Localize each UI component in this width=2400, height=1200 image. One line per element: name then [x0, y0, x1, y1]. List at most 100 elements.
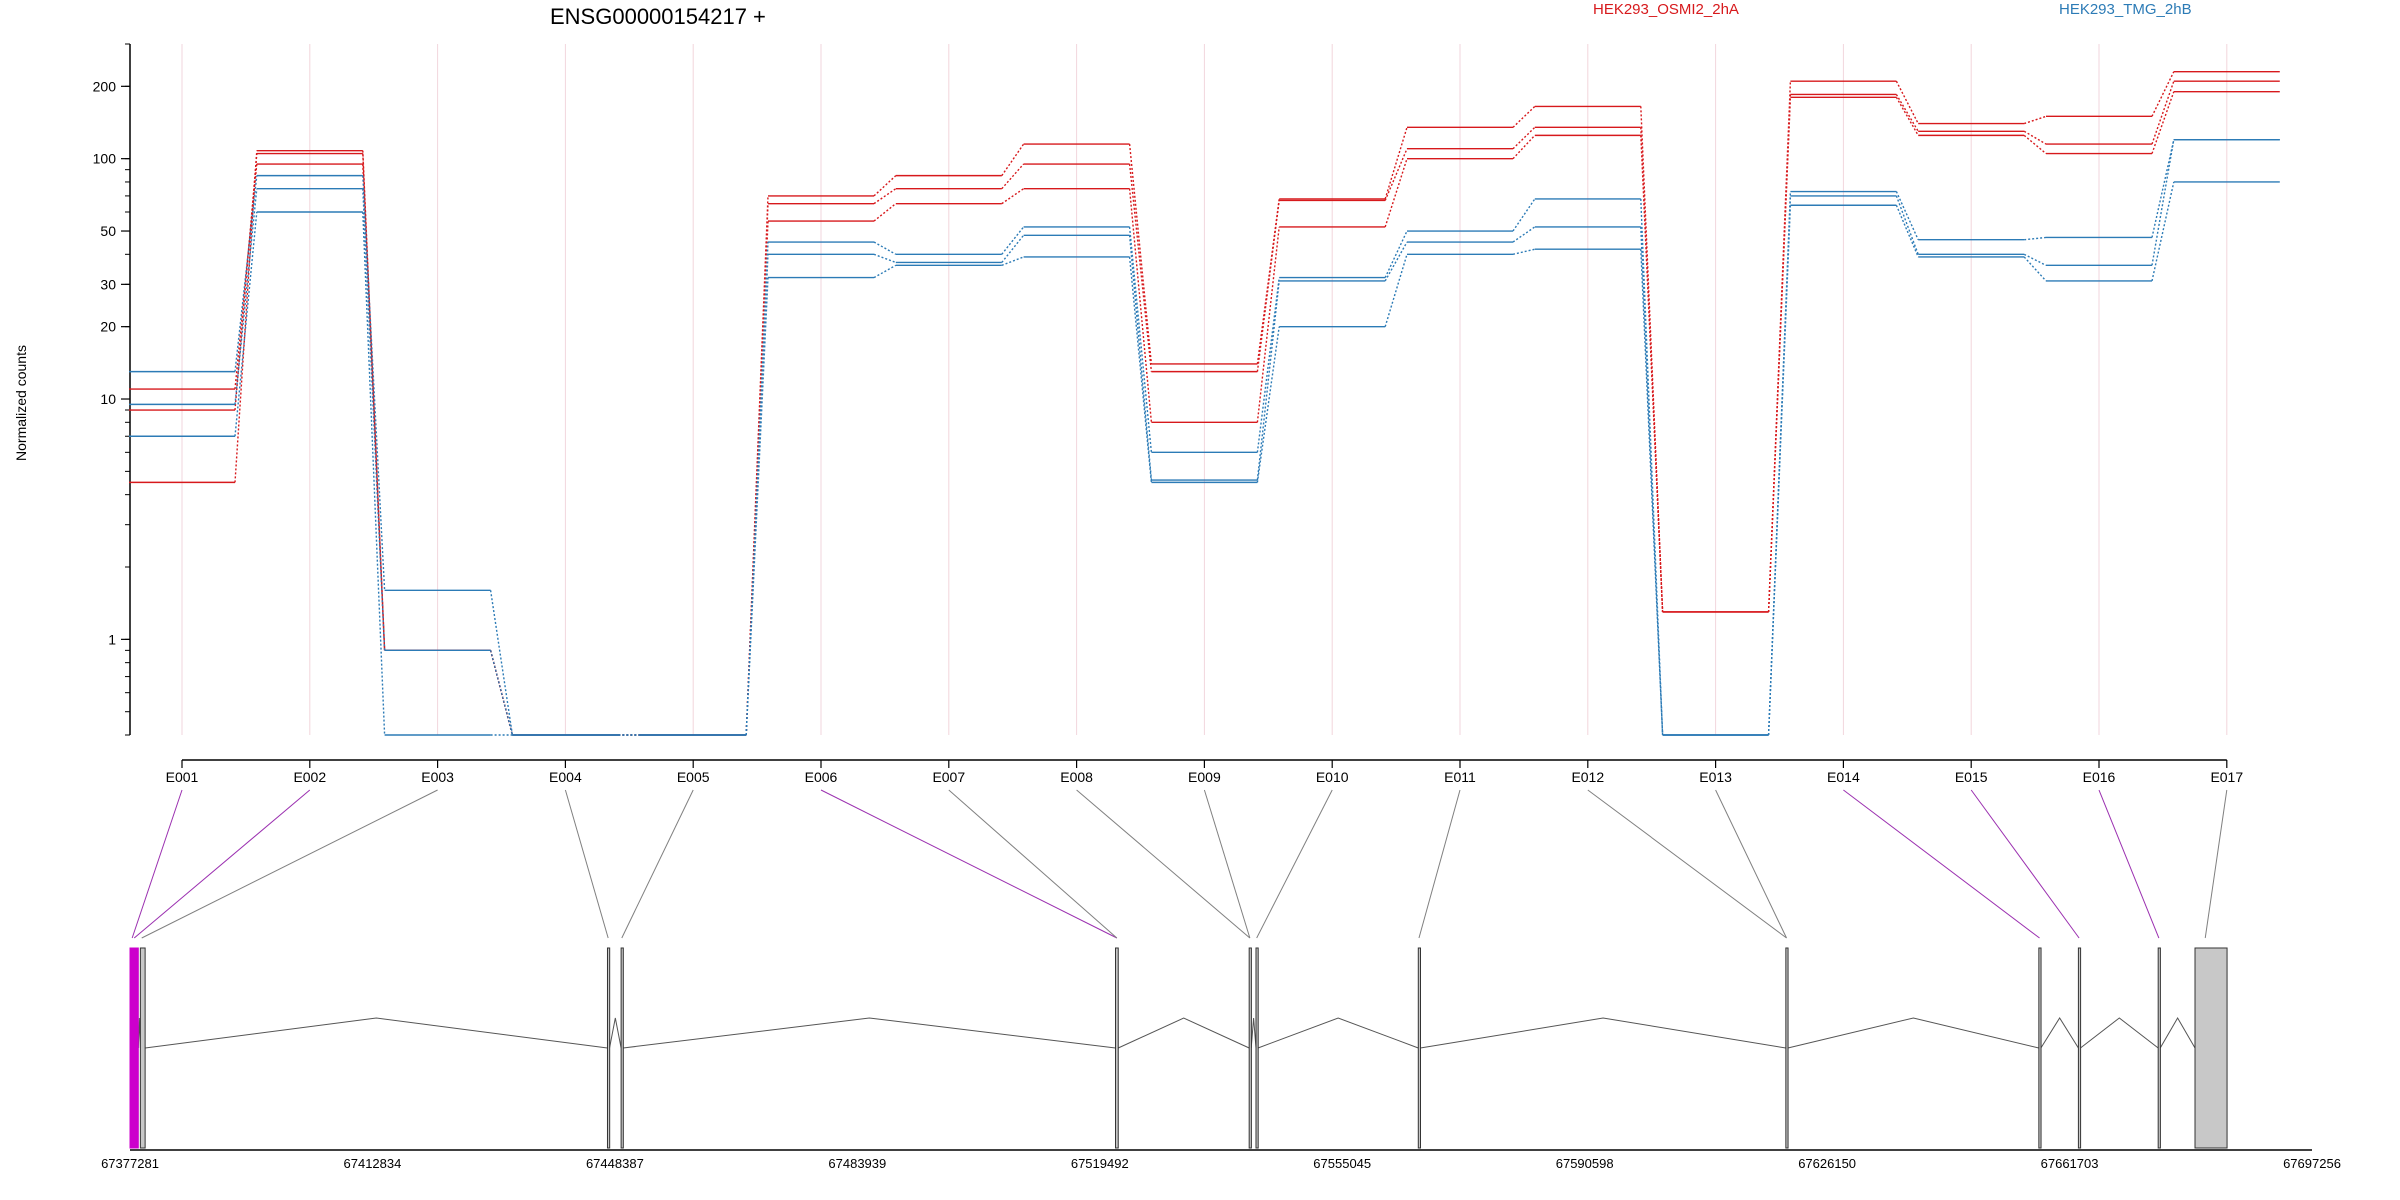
x-tick-label: E017: [2210, 769, 2243, 785]
y-axis-label: Normalized counts: [13, 345, 29, 461]
legend-entry-tmg: HEK293_TMG_2hB: [2059, 1, 2192, 18]
genomic-tick-label: 67448387: [586, 1156, 644, 1171]
exon-box: [1417, 947, 1421, 1149]
x-tick-label: E001: [166, 769, 199, 785]
exon-connector: [1384, 230, 1408, 278]
genomic-tick-label: 67555045: [1313, 1156, 1371, 1171]
y-tick-label: 10: [100, 391, 116, 407]
x-tick-label: E004: [549, 769, 582, 785]
exon-connector: [1128, 163, 1153, 372]
exon-connector: [1001, 234, 1025, 263]
exon-connector: [1128, 235, 1153, 481]
x-tick-label: E002: [293, 769, 326, 785]
exon-connector: [1384, 148, 1408, 201]
x-axis: E001 E002 E003 E004 E005 E006 E007 E008 E009 E010…: [166, 759, 2243, 785]
chart-title: ENSG00000154217 +: [550, 4, 766, 29]
exon-link: [1418, 789, 1461, 939]
exon-connector: [1895, 204, 1919, 258]
x-tick-label: E015: [1955, 769, 1988, 785]
genomic-tick-label: 67590598: [1556, 1156, 1614, 1171]
exon-box: [2194, 947, 2228, 1149]
intron-line: [1257, 1017, 1419, 1049]
exon-connector: [873, 203, 897, 222]
exon-connector: [873, 241, 897, 255]
exon-connector: [1001, 143, 1025, 177]
exon-connector: [873, 188, 897, 205]
exon-box: [139, 947, 146, 1149]
exon-connector: [2023, 134, 2047, 155]
exon-link: [1587, 789, 1787, 939]
exon-connector: [2151, 139, 2175, 238]
genomic-tick-label: 67412834: [344, 1156, 402, 1171]
exon-connector: [2023, 130, 2047, 145]
exon-connector: [745, 241, 769, 736]
exon-connector: [362, 153, 386, 651]
legend-entry-osmi2: HEK293_OSMI2_2hA: [1593, 1, 1739, 18]
exon-box: [2077, 947, 2082, 1149]
x-tick-label: E013: [1699, 769, 1732, 785]
exon-link: [621, 789, 694, 939]
exon-link: [820, 789, 1118, 939]
exon-connector: [1895, 96, 1919, 136]
exon-connector: [1128, 226, 1153, 453]
exon-connector: [1128, 188, 1153, 423]
genomic-tick-label: 67626150: [1798, 1156, 1856, 1171]
intron-line: [1787, 1017, 2039, 1049]
exon-link: [131, 789, 183, 939]
exon-box: [606, 947, 611, 1149]
intron-line: [1250, 1017, 1257, 1049]
exon-connector: [1512, 105, 1536, 128]
genomic-tick-label: 67661703: [2041, 1156, 2099, 1171]
exon-connector: [234, 175, 258, 372]
y-tick-label: 200: [93, 78, 117, 94]
exon-connector: [1895, 195, 1919, 255]
exon-connector: [1640, 226, 1664, 736]
exon-box: [1115, 947, 1119, 1149]
exon-connector: [489, 590, 514, 736]
exon-connector: [2023, 115, 2047, 125]
exon-link: [564, 789, 609, 939]
exon-connector: [1512, 134, 1536, 160]
exon-link: [1203, 789, 1251, 939]
exon-link: [133, 789, 311, 939]
exon-link: [2098, 789, 2160, 939]
exon-connector: [1767, 97, 1792, 613]
exon-box: [1785, 947, 1789, 1149]
genomic-tick-label: 67377281: [101, 1156, 159, 1171]
intron-line: [145, 1017, 608, 1049]
exon-box: [133, 947, 139, 1149]
exon-connector: [1512, 126, 1536, 150]
intron-line: [609, 1017, 622, 1049]
intron-line: [2080, 1017, 2159, 1049]
exon-link-lines: [131, 789, 2228, 939]
exon-connector: [873, 264, 897, 279]
intron-line: [623, 1017, 1116, 1049]
exon-connector: [1001, 226, 1025, 255]
genomic-tick-label: 67519492: [1071, 1156, 1129, 1171]
exon-box: [129, 947, 135, 1149]
x-tick-label: E010: [1316, 769, 1349, 785]
genomic-axis: 67377281 67412834 67448387 67483939 67519492…: [101, 1149, 2341, 1171]
x-tick-label: E007: [932, 769, 965, 785]
exon-connector: [1256, 200, 1280, 372]
exon-connector: [745, 277, 769, 736]
exon-box: [620, 947, 624, 1149]
exon-connector: [1640, 249, 1664, 736]
exon-connector: [2151, 91, 2175, 154]
intron-line: [1118, 1017, 1250, 1049]
x-tick-label: E014: [1827, 769, 1860, 785]
exon-connector: [234, 211, 258, 437]
exon-connector: [873, 175, 897, 197]
exon-link: [948, 789, 1118, 939]
x-tick-label: E006: [805, 769, 838, 785]
y-tick-label: 50: [100, 223, 116, 239]
exon-link: [2204, 789, 2228, 939]
y-axis: 1 10 20 30 50 100 200: [93, 43, 131, 736]
exon-connector: [362, 175, 386, 591]
exon-connector: [1256, 226, 1280, 423]
exon-box: [2038, 947, 2042, 1149]
exon-box: [1248, 947, 1252, 1149]
exon-connector: [234, 188, 258, 405]
exon-link: [141, 789, 438, 939]
